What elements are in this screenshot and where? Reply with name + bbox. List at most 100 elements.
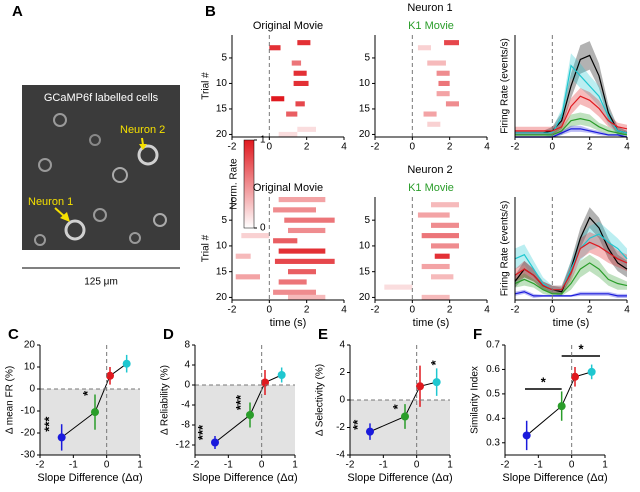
y-axis-label: Δ mean FR (%) xyxy=(5,366,16,434)
y-tick-label: -10 xyxy=(21,406,36,417)
point xyxy=(91,408,99,417)
panel-letter: C xyxy=(8,326,19,343)
x-tick-label: 2 xyxy=(587,305,593,316)
row-title: Neuron 1 xyxy=(407,2,452,14)
heat-cell xyxy=(431,274,454,280)
y-tick-label: 20 xyxy=(24,340,36,351)
row-title: Neuron 2 xyxy=(407,164,452,176)
heat-cell xyxy=(235,274,260,280)
x-tick-label: 0 xyxy=(410,142,416,153)
heat-cell xyxy=(278,131,298,137)
heat-cell xyxy=(278,197,326,203)
point xyxy=(366,427,374,436)
point xyxy=(122,359,131,368)
heat-cell xyxy=(445,101,459,107)
y-tick-label: -12 xyxy=(176,440,191,451)
point xyxy=(246,411,254,419)
significance-label: * xyxy=(578,341,584,356)
line xyxy=(514,233,628,291)
significance-label: *** xyxy=(233,394,248,410)
y-tick-label: -4 xyxy=(336,450,345,461)
x-tick-label: 2 xyxy=(587,142,593,153)
y-axis-label: Firing Rate (events/s) xyxy=(500,201,511,297)
significance-label: ** xyxy=(350,419,365,430)
line xyxy=(515,118,628,136)
y-tick-label: 15 xyxy=(216,266,228,277)
connector xyxy=(369,381,437,433)
heat-cell xyxy=(444,40,459,46)
x-tick-label: 1 xyxy=(292,460,298,471)
error-band xyxy=(515,112,627,137)
x-tick-label: 2 xyxy=(304,142,310,153)
x-axis-label: time (s) xyxy=(270,317,307,329)
heat-cell xyxy=(271,96,285,102)
x-tick-label: 0 xyxy=(267,142,273,153)
y-tick-label: 5 xyxy=(221,215,227,226)
heat-cell xyxy=(293,80,309,86)
heat-cell xyxy=(384,284,413,290)
line xyxy=(514,291,627,297)
error-band xyxy=(515,125,627,139)
x-tick-label: 4 xyxy=(341,142,347,153)
x-axis-label: time (s) xyxy=(553,317,590,329)
x-tick-label: 0 xyxy=(267,305,273,316)
y-axis-label: Trial # xyxy=(201,234,212,262)
y-axis-label: Δ Selectivity (%) xyxy=(315,364,326,436)
x-axis-label: Slope Difference (Δα) xyxy=(37,472,142,484)
x-tick-label: 0 xyxy=(410,305,416,316)
heat-cell xyxy=(273,238,298,244)
y-tick-label: 10 xyxy=(359,78,371,89)
y-tick-label: 0 xyxy=(29,384,35,395)
heat-cell xyxy=(291,60,302,66)
y-tick-label: 20 xyxy=(216,292,228,303)
y-tick-label: 5 xyxy=(364,215,370,226)
y-tick-label: 4 xyxy=(184,360,190,371)
heat-cell xyxy=(274,258,335,264)
panel-letter: D xyxy=(163,326,174,343)
y-tick-label: 8 xyxy=(184,340,190,351)
x-tick-label: -2 xyxy=(511,305,520,316)
chart-title: K1 Movie xyxy=(408,20,454,32)
scale-bar-label: 125 μm xyxy=(84,277,118,288)
x-tick-label: 0 xyxy=(259,460,265,471)
heat-cell xyxy=(421,294,450,300)
heat-cell xyxy=(421,233,459,239)
x-tick-label: 2 xyxy=(447,305,453,316)
error-band xyxy=(515,88,627,135)
heat-cell xyxy=(235,253,251,259)
y-tick-label: 0 xyxy=(339,395,345,406)
x-tick-label: 0 xyxy=(104,460,110,471)
y-tick-label: 5 xyxy=(364,53,370,64)
x-tick-label: -2 xyxy=(228,305,237,316)
y-tick-label: 10 xyxy=(216,241,228,252)
cell-image xyxy=(22,85,180,269)
x-tick-label: -2 xyxy=(511,142,520,153)
significance-label: * xyxy=(541,374,547,389)
y-tick-label: 2 xyxy=(339,367,345,378)
point xyxy=(211,438,219,447)
y-tick-label: 20 xyxy=(216,129,228,140)
y-tick-label: 20 xyxy=(359,292,371,303)
y-tick-label: 0 xyxy=(184,380,190,391)
heat-cell xyxy=(427,60,446,66)
heat-cell xyxy=(269,45,281,51)
y-tick-label: 0.3 xyxy=(486,437,500,448)
heat-cell xyxy=(423,111,437,117)
heat-cell xyxy=(431,202,459,208)
x-tick-label: 2 xyxy=(304,305,310,316)
panel-letter: F xyxy=(473,326,482,343)
x-tick-label: 1 xyxy=(447,460,453,471)
y-tick-label: -30 xyxy=(21,450,36,461)
y-axis-label: Firing Rate (events/s) xyxy=(500,38,511,134)
x-tick-label: 2 xyxy=(447,142,453,153)
x-tick-label: 4 xyxy=(484,305,490,316)
y-tick-label: 20 xyxy=(359,129,371,140)
x-tick-label: -1 xyxy=(224,460,233,471)
chart-title: Original Movie xyxy=(253,182,323,194)
line xyxy=(515,64,628,134)
cell-annotation: Neuron 1 xyxy=(28,196,73,208)
x-tick-label: 0 xyxy=(414,460,420,471)
colorbar xyxy=(243,139,255,229)
y-tick-label: 0.4 xyxy=(486,413,500,424)
